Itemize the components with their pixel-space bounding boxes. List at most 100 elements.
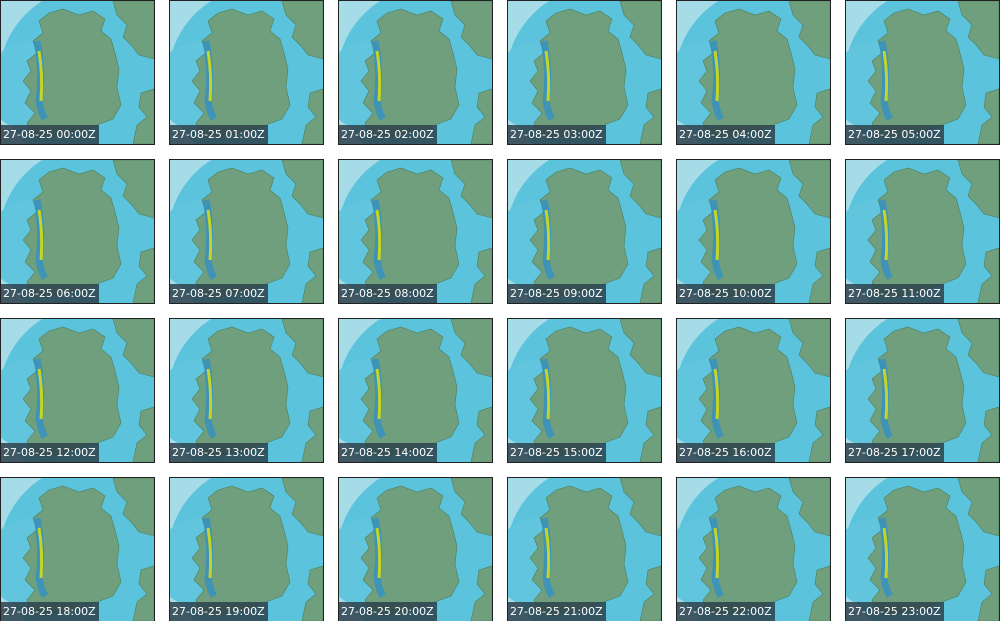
rain-band-core [375,50,382,102]
radar-map [677,160,830,303]
land-britain [450,478,492,537]
land-wales [639,406,661,462]
radar-frame: 27-08-25 08:00Z [338,159,493,304]
land-wales [808,247,830,303]
radar-frame: 27-08-25 07:00Z [169,159,324,304]
land-britain [957,160,999,219]
radar-frame: 27-08-25 05:00Z [845,0,1000,145]
frame-timestamp: 27-08-25 23:00Z [846,602,944,621]
radar-map [339,1,492,144]
land-wales [977,565,999,621]
radar-frame: 27-08-25 23:00Z [845,477,1000,621]
rain-band-core [882,368,889,420]
rain-band-core [544,209,551,261]
land-wales [301,88,323,144]
rain-band-core [37,368,44,420]
frame-timestamp: 27-08-25 07:00Z [170,284,268,303]
radar-frame: 27-08-25 01:00Z [169,0,324,145]
land-wales [639,565,661,621]
land-britain [112,478,154,537]
land-wales [470,247,492,303]
radar-map [170,160,323,303]
land-britain [450,1,492,60]
land-wales [132,88,154,144]
land-wales [977,88,999,144]
radar-frame: 27-08-25 12:00Z [0,318,155,463]
radar-frame: 27-08-25 13:00Z [169,318,324,463]
radar-map [339,160,492,303]
land-britain [281,319,323,378]
rain-band-core [206,50,213,102]
land-britain [957,319,999,378]
land-britain [281,160,323,219]
rain-band-core [713,209,720,261]
land-britain [281,478,323,537]
radar-map [677,319,830,462]
land-wales [132,247,154,303]
land-wales [301,565,323,621]
radar-frame: 27-08-25 09:00Z [507,159,662,304]
radar-frame: 27-08-25 06:00Z [0,159,155,304]
frame-timestamp: 27-08-25 11:00Z [846,284,944,303]
frame-timestamp: 27-08-25 18:00Z [1,602,99,621]
land-wales [808,406,830,462]
land-britain [788,160,830,219]
rain-band-core [713,368,720,420]
frame-timestamp: 27-08-25 01:00Z [170,125,268,144]
rain-band-core [882,50,889,102]
radar-frame: 27-08-25 19:00Z [169,477,324,621]
frame-timestamp: 27-08-25 14:00Z [339,443,437,462]
radar-map [1,1,154,144]
radar-frame: 27-08-25 04:00Z [676,0,831,145]
radar-frame: 27-08-25 03:00Z [507,0,662,145]
radar-map [508,319,661,462]
radar-map [846,319,999,462]
radar-map [170,1,323,144]
radar-frame: 27-08-25 21:00Z [507,477,662,621]
radar-map [1,319,154,462]
radar-frame: 27-08-25 16:00Z [676,318,831,463]
land-britain [619,1,661,60]
frame-timestamp: 27-08-25 08:00Z [339,284,437,303]
frame-timestamp: 27-08-25 00:00Z [1,125,99,144]
rain-band-core [882,209,889,261]
land-britain [450,160,492,219]
land-wales [977,247,999,303]
frame-timestamp: 27-08-25 21:00Z [508,602,606,621]
land-britain [788,319,830,378]
land-britain [619,478,661,537]
radar-map [339,478,492,621]
frame-timestamp: 27-08-25 03:00Z [508,125,606,144]
rain-band-core [206,368,213,420]
land-wales [977,406,999,462]
land-britain [619,319,661,378]
frame-timestamp: 27-08-25 20:00Z [339,602,437,621]
rain-band-core [37,527,44,579]
rain-band-core [375,209,382,261]
rain-band-core [544,50,551,102]
radar-map [170,319,323,462]
land-britain [112,319,154,378]
radar-frame: 27-08-25 11:00Z [845,159,1000,304]
land-wales [301,247,323,303]
land-wales [470,565,492,621]
land-wales [639,88,661,144]
radar-frame: 27-08-25 18:00Z [0,477,155,621]
land-britain [281,1,323,60]
radar-map [677,1,830,144]
land-wales [132,565,154,621]
rain-band-core [37,209,44,261]
rain-band-core [713,527,720,579]
radar-frame: 27-08-25 02:00Z [338,0,493,145]
radar-frame: 27-08-25 17:00Z [845,318,1000,463]
land-wales [639,247,661,303]
land-britain [619,160,661,219]
frame-timestamp: 27-08-25 05:00Z [846,125,944,144]
radar-map [677,478,830,621]
radar-frame: 27-08-25 10:00Z [676,159,831,304]
rain-band-core [544,527,551,579]
radar-frame: 27-08-25 20:00Z [338,477,493,621]
radar-frame: 27-08-25 22:00Z [676,477,831,621]
frame-timestamp: 27-08-25 09:00Z [508,284,606,303]
frame-timestamp: 27-08-25 19:00Z [170,602,268,621]
